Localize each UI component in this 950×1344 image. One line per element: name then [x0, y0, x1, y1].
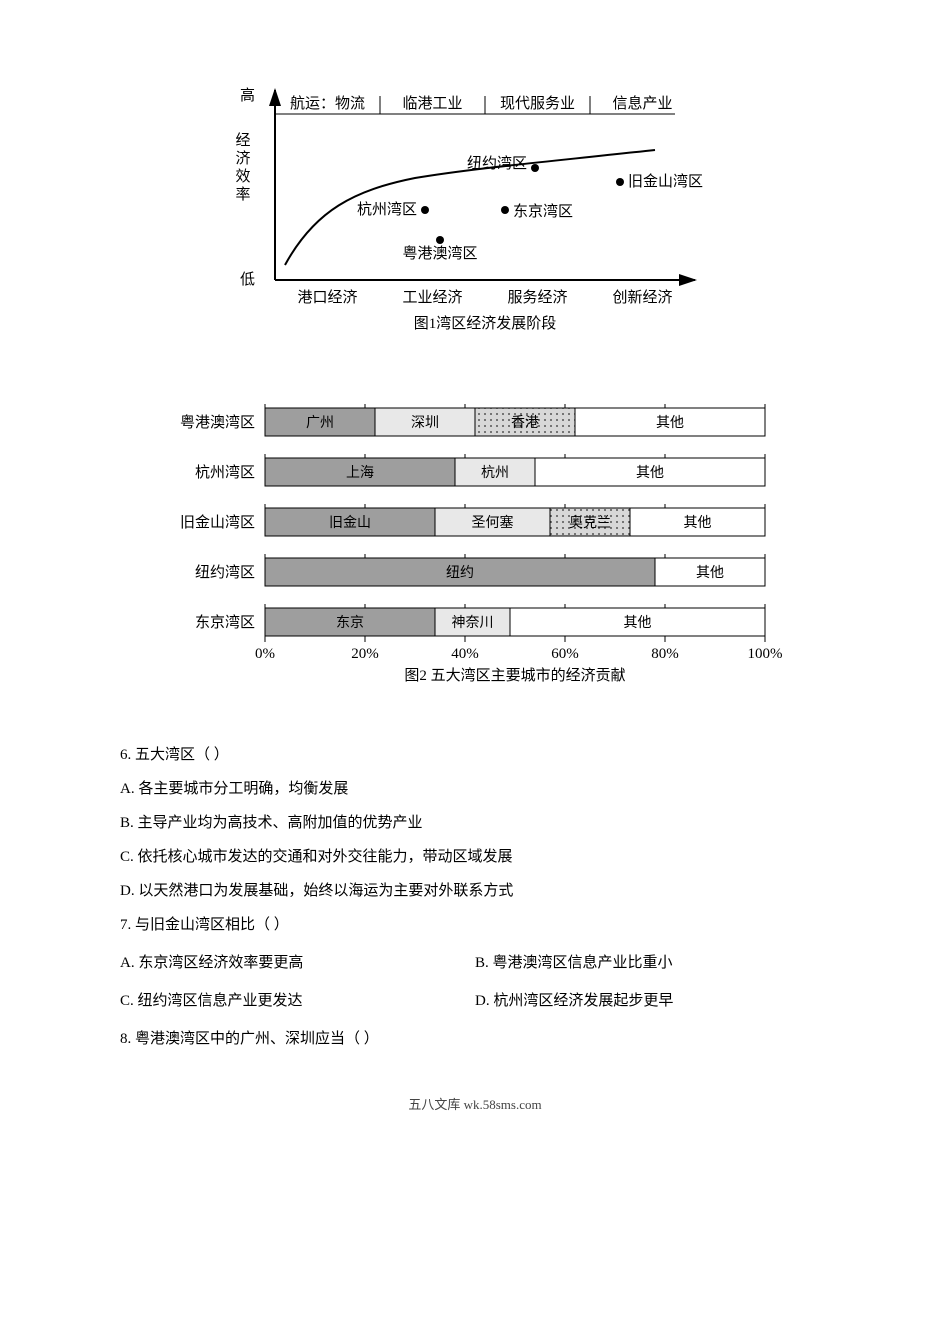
q7-D: D. 杭州湾区经济发展起步更早	[475, 986, 830, 1016]
q7-options: A. 东京湾区经济效率要更高 B. 粤港澳湾区信息产业比重小 C. 纽约湾区信息…	[120, 944, 830, 1020]
svg-text:图2 五大湾区主要城市的经济贡献: 图2 五大湾区主要城市的经济贡献	[404, 667, 625, 684]
svg-text:100%: 100%	[748, 646, 783, 662]
svg-text:航运：物流: 航运：物流	[290, 95, 365, 112]
svg-text:神奈川: 神奈川	[452, 615, 494, 631]
svg-text:低: 低	[240, 271, 255, 288]
q6-D: D. 以天然港口为发展基础，始终以海运为主要对外联系方式	[120, 876, 830, 906]
svg-text:粤港澳湾区: 粤港澳湾区	[180, 413, 255, 431]
chart1: 高低 经济效率 航运：物流 临港工业 现代服务业 信息产业港口经济 工业经济 服务经济 创新经济…	[225, 60, 725, 340]
svg-text:旧金山湾区: 旧金山湾区	[628, 173, 703, 190]
svg-text:港口经济: 港口经济	[297, 289, 357, 306]
svg-text:现代服务业: 现代服务业	[500, 95, 575, 112]
q6-C: C. 依托核心城市发达的交通和对外交往能力，带动区域发展	[120, 842, 830, 872]
q6-A: A. 各主要城市分工明确，均衡发展	[120, 774, 830, 804]
svg-text:杭州湾区: 杭州湾区	[195, 464, 255, 481]
svg-text:高: 高	[240, 87, 255, 104]
svg-text:东京: 东京	[336, 615, 364, 631]
q7-stem: 7. 与旧金山湾区相比（ ）	[120, 910, 830, 940]
svg-text:其他: 其他	[656, 415, 684, 431]
svg-text:20%: 20%	[351, 646, 379, 662]
svg-text:旧金山: 旧金山	[329, 515, 371, 531]
svg-text:其他: 其他	[696, 565, 724, 581]
svg-text:效: 效	[235, 168, 250, 185]
svg-text:济: 济	[235, 150, 250, 167]
page-footer: 五八文库 wk.58sms.com	[120, 1094, 830, 1113]
svg-text:杭州: 杭州	[481, 465, 509, 481]
svg-text:奥克兰: 奥克兰	[569, 514, 611, 531]
svg-text:临港工业: 临港工业	[402, 95, 462, 112]
svg-text:旧金山湾区: 旧金山湾区	[180, 514, 255, 531]
svg-text:其他: 其他	[684, 515, 712, 531]
document-page: 高低 经济效率 航运：物流 临港工业 现代服务业 信息产业港口经济 工业经济 服务经济 创新经济…	[0, 0, 950, 1143]
svg-text:信息产业: 信息产业	[612, 95, 672, 112]
svg-text:圣何塞: 圣何塞	[472, 514, 514, 531]
svg-text:80%: 80%	[651, 646, 679, 662]
svg-text:纽约湾区: 纽约湾区	[195, 564, 255, 581]
svg-text:东京湾区: 东京湾区	[195, 614, 255, 631]
svg-text:纽约湾区: 纽约湾区	[467, 155, 527, 172]
chart2: 粤港澳湾区广州深圳香港其他杭州湾区上海杭州其他旧金山湾区旧金山圣何塞奥克兰其他纽…	[165, 400, 785, 720]
chart2-container: 粤港澳湾区广州深圳香港其他杭州湾区上海杭州其他旧金山湾区旧金山圣何塞奥克兰其他纽…	[165, 400, 785, 720]
svg-text:创新经济: 创新经济	[612, 289, 672, 306]
svg-text:图1湾区经济发展阶段: 图1湾区经济发展阶段	[414, 315, 557, 332]
svg-text:广州: 广州	[306, 415, 334, 431]
svg-text:0%: 0%	[255, 646, 275, 662]
svg-text:香港: 香港	[511, 415, 539, 431]
svg-text:其他: 其他	[624, 615, 652, 631]
svg-text:经: 经	[235, 132, 250, 149]
q7-B: B. 粤港澳湾区信息产业比重小	[475, 948, 830, 978]
svg-text:纽约: 纽约	[446, 565, 474, 581]
chart1-svg: 高低 经济效率 航运：物流 临港工业 现代服务业 信息产业港口经济 工业经济 服务经济 创新经济…	[225, 60, 725, 340]
svg-text:其他: 其他	[636, 465, 664, 481]
svg-text:率: 率	[235, 186, 250, 203]
svg-text:工业经济: 工业经济	[402, 289, 462, 306]
svg-text:粤港澳湾区: 粤港澳湾区	[402, 244, 477, 262]
svg-text:60%: 60%	[551, 646, 579, 662]
q6-B: B. 主导产业均为高技术、高附加值的优势产业	[120, 808, 830, 838]
svg-text:40%: 40%	[451, 646, 479, 662]
svg-text:东京湾区: 东京湾区	[513, 203, 573, 220]
chart1-container: 高低 经济效率 航运：物流 临港工业 现代服务业 信息产业港口经济 工业经济 服务经济 创新经济…	[225, 60, 725, 340]
q8-stem: 8. 粤港澳湾区中的广州、深圳应当（ ）	[120, 1024, 830, 1054]
svg-text:深圳: 深圳	[411, 415, 439, 431]
svg-text:服务经济: 服务经济	[507, 289, 567, 306]
svg-text:上海: 上海	[346, 465, 374, 481]
svg-text:杭州湾区: 杭州湾区	[357, 201, 417, 218]
q7-A: A. 东京湾区经济效率要更高	[120, 948, 475, 978]
chart2-svg: 粤港澳湾区广州深圳香港其他杭州湾区上海杭州其他旧金山湾区旧金山圣何塞奥克兰其他纽…	[165, 400, 785, 720]
q6-stem: 6. 五大湾区（ ）	[120, 740, 830, 770]
q7-C: C. 纽约湾区信息产业更发达	[120, 986, 475, 1016]
